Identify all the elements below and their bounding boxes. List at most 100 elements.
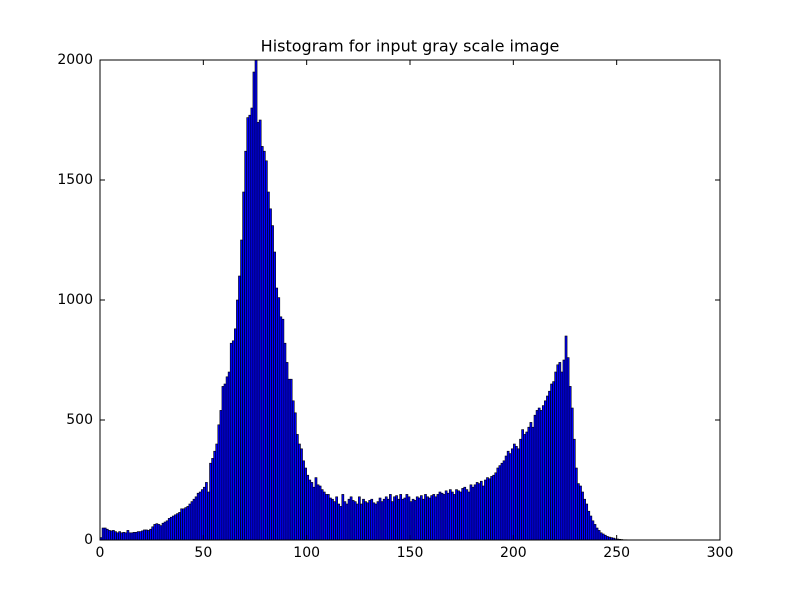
bar	[349, 496, 353, 541]
bar	[194, 496, 198, 541]
bar	[599, 532, 603, 541]
x-tick-label: 0	[96, 545, 105, 561]
bar	[221, 386, 225, 541]
bar	[440, 492, 444, 541]
bar	[541, 405, 545, 541]
bar	[223, 383, 227, 541]
bar	[353, 501, 357, 541]
bar	[525, 431, 529, 541]
bar	[382, 498, 386, 541]
y-tick-label: 2000	[57, 52, 93, 68]
bar	[134, 532, 138, 541]
bar	[176, 513, 179, 541]
bar	[229, 342, 233, 541]
bar	[585, 503, 589, 541]
bar	[426, 496, 429, 541]
bar	[444, 490, 448, 541]
x-tick-label: 150	[397, 545, 424, 561]
bar	[234, 328, 237, 541]
bar	[238, 275, 241, 541]
bar	[471, 486, 475, 541]
bar	[465, 489, 469, 541]
bar	[451, 491, 454, 541]
bar	[477, 483, 481, 541]
y-tick-label: 1000	[57, 292, 93, 308]
bar	[240, 239, 243, 541]
bar	[147, 530, 150, 541]
bar	[283, 342, 287, 541]
bar	[376, 501, 380, 541]
bar	[351, 500, 355, 541]
bar	[558, 362, 562, 541]
bar	[527, 426, 531, 541]
bar	[521, 429, 524, 541]
bar	[215, 443, 219, 541]
x-tick-label: 250	[603, 545, 630, 561]
bar	[494, 472, 498, 541]
bar	[461, 488, 465, 541]
bar	[531, 426, 535, 541]
bar	[548, 390, 551, 541]
bar	[436, 494, 440, 541]
bar	[597, 530, 601, 541]
bar	[188, 503, 192, 541]
bar	[174, 514, 177, 541]
bar	[372, 502, 376, 541]
bar	[138, 531, 142, 541]
bar	[347, 498, 351, 541]
bar	[298, 443, 301, 541]
x-tick-label: 200	[500, 545, 527, 561]
bar	[595, 527, 599, 541]
bar	[124, 532, 128, 541]
bar	[318, 485, 322, 541]
bar	[242, 191, 245, 541]
bar	[291, 400, 295, 541]
bar	[413, 500, 417, 541]
bar	[211, 458, 214, 541]
bar	[424, 494, 427, 541]
bar	[515, 446, 518, 541]
bar	[285, 362, 289, 541]
plot-frame	[99, 59, 721, 541]
bar	[126, 530, 130, 541]
bar	[533, 414, 537, 541]
bar	[267, 191, 270, 541]
x-tick-label: 100	[293, 545, 320, 561]
bar	[306, 474, 310, 541]
bar	[287, 378, 291, 541]
bar	[213, 450, 217, 541]
bar	[399, 494, 403, 541]
bar	[455, 489, 458, 541]
bar	[566, 357, 570, 541]
bar	[411, 498, 415, 541]
bar	[300, 448, 303, 541]
bar	[192, 498, 196, 541]
bar	[409, 501, 413, 541]
bar	[486, 477, 489, 541]
bar	[453, 494, 456, 541]
bar	[539, 410, 543, 541]
bar	[335, 496, 338, 541]
bar	[589, 515, 593, 541]
bar	[308, 479, 312, 541]
bar	[508, 453, 512, 541]
bar	[535, 410, 539, 541]
bar	[190, 501, 194, 541]
bar	[271, 225, 274, 541]
bar	[136, 531, 140, 541]
bar	[103, 527, 107, 541]
bar	[157, 524, 161, 541]
bar	[519, 438, 522, 541]
bar	[428, 497, 431, 541]
bar	[469, 484, 473, 541]
bar	[457, 490, 460, 541]
bar	[537, 407, 541, 541]
x-tick-label: 300	[707, 545, 734, 561]
bar	[362, 498, 365, 541]
y-tick-label: 500	[66, 412, 93, 428]
bar	[564, 335, 568, 541]
bar	[606, 536, 609, 541]
bar	[442, 494, 446, 541]
bar	[186, 506, 190, 541]
